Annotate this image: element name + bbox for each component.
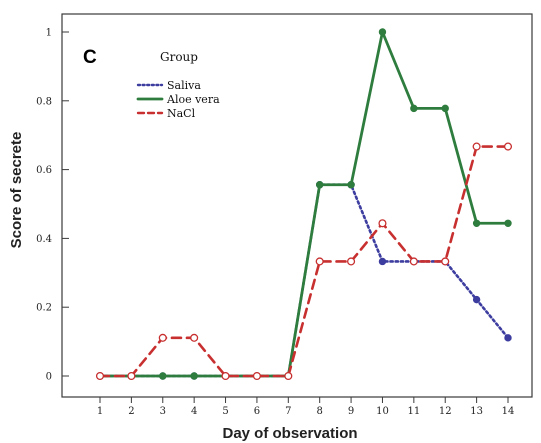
data-point-aloe-vera	[441, 104, 449, 113]
data-point-aloe-vera	[315, 181, 324, 189]
y-axis-title: Score of secrete	[8, 132, 25, 249]
x-tick-label: 13	[470, 406, 483, 417]
x-tick-label: 6	[254, 406, 260, 417]
y-tick-label: 0	[46, 372, 52, 383]
x-tick-label: 4	[191, 406, 197, 417]
x-tick-label: 5	[222, 406, 228, 417]
data-point-aloe-vera	[347, 181, 355, 189]
data-point-aloe-vera	[410, 104, 418, 113]
y-tick-label: 0.6	[36, 165, 52, 176]
y-tick-label: 0.2	[36, 303, 52, 314]
series-nacl	[95, 142, 513, 381]
data-point-nacl	[378, 219, 387, 228]
x-tick-label: 11	[407, 406, 420, 417]
y-tick-label: 0.8	[36, 96, 52, 107]
data-point-nacl	[190, 333, 199, 342]
data-point-aloe-vera	[378, 28, 387, 36]
x-axis: 1 2 3 4 5 6 7 8 9 10 11 12 13 14	[97, 397, 515, 417]
data-point-nacl	[347, 257, 356, 266]
data-point-nacl	[315, 257, 324, 266]
data-point-aloe-vera	[190, 372, 198, 380]
x-tick-label: 10	[376, 406, 389, 417]
x-tick-label: 3	[160, 406, 166, 417]
x-tick-label: 2	[128, 406, 134, 417]
data-point-aloe-vera	[504, 219, 512, 227]
legend-label-aloe-vera: Aloe vera	[166, 93, 220, 106]
data-point-nacl	[503, 142, 513, 151]
data-point-nacl	[409, 257, 418, 266]
x-tick-label: 14	[502, 406, 515, 417]
x-tick-label: 1	[97, 406, 103, 417]
legend-title: Group	[160, 50, 198, 64]
panel-label: C	[83, 47, 97, 68]
data-point-nacl	[252, 371, 261, 381]
data-point-aloe-vera	[472, 219, 481, 227]
series-line-nacl	[98, 145, 510, 378]
data-point-nacl	[284, 371, 293, 381]
y-tick-label: 1	[46, 28, 52, 39]
x-tick-label: 8	[317, 406, 323, 417]
data-point-saliva	[504, 334, 512, 342]
x-tick-label: 7	[285, 406, 291, 417]
legend-label-saliva: Saliva	[167, 79, 201, 92]
data-point-nacl	[95, 371, 105, 381]
plot-frame	[61, 13, 533, 398]
x-tick-label: 9	[348, 406, 354, 417]
x-tick-label: 12	[439, 406, 452, 417]
y-axis: 0 0.2 0.4 0.6 0.8 1	[36, 28, 69, 383]
legend-label-nacl: NaCl	[167, 107, 196, 120]
data-point-nacl	[158, 333, 167, 342]
data-point-nacl	[441, 257, 450, 266]
series-line-aloe-vera	[98, 30, 510, 378]
data-point-nacl	[221, 371, 230, 381]
data-point-nacl	[127, 371, 136, 381]
data-point-nacl	[472, 142, 481, 151]
data-point-saliva	[472, 295, 481, 304]
y-tick-label: 0.4	[36, 234, 52, 245]
data-point-aloe-vera	[159, 372, 167, 380]
series-layer	[95, 28, 513, 381]
data-point-saliva	[378, 257, 387, 266]
x-axis-title: Day of observation	[222, 425, 357, 442]
